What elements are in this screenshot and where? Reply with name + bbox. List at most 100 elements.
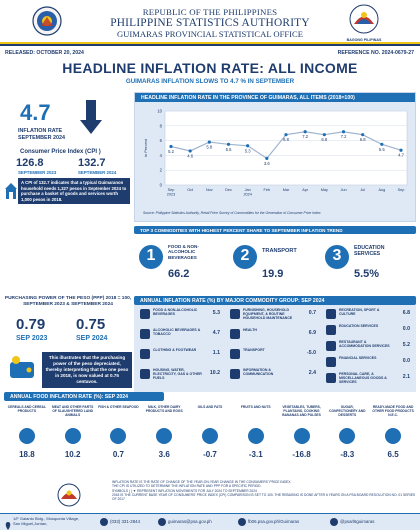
data-label: 5.5 bbox=[379, 147, 385, 152]
header-line-3: GUIMARAS PROVINCIAL STATISTICAL OFFICE bbox=[116, 29, 304, 39]
x-tick-label: Oct bbox=[187, 188, 194, 192]
commodity-label: FURNISHING, HOUSEHOLD EQUIPMENT, & ROUTI… bbox=[243, 308, 293, 321]
food-item: OILS AND FATS -0.7 bbox=[187, 405, 233, 478]
food-item-value: -0.7 bbox=[203, 450, 217, 459]
x-tick-label: Apr bbox=[302, 188, 309, 192]
commodity-icon bbox=[230, 369, 240, 379]
top3-title: TOP 3 COMMODITIES WITH HIGHEST PERCENT S… bbox=[134, 226, 416, 235]
commodity-icon bbox=[140, 349, 150, 359]
commodity-icon bbox=[326, 309, 336, 319]
footer-twitter[interactable]: @psarl6guimaras bbox=[340, 519, 375, 524]
commodity-icon bbox=[326, 357, 336, 367]
data-point bbox=[265, 156, 269, 160]
food-item-label: MEAT AND OTHER PARTS OF SLAUGHTERED LAND… bbox=[51, 405, 94, 417]
wallet-icon bbox=[8, 354, 38, 384]
commodity-value: -5.0 bbox=[307, 350, 316, 356]
y-tick-label: 6 bbox=[160, 138, 163, 143]
note-2: THE CPI IS UTILIZED TO DETERMINE THE INF… bbox=[112, 484, 262, 489]
page-subtitle: GUIMARAS INFLATION SLOWS TO 4.7 % IN SEP… bbox=[125, 78, 295, 85]
commodity-label: PERSONAL CARE, & MISCELLANEOUS GOODS & S… bbox=[339, 372, 387, 385]
rank-3-number: 3 bbox=[332, 247, 342, 264]
x-tick-label: Sep bbox=[168, 188, 175, 192]
rank-3-value: 5.5% bbox=[354, 268, 380, 280]
food-item: VEGETABLES, TUBERS, PLANTAINS, COOKING B… bbox=[279, 405, 325, 478]
header-line-1: REPUBLIC OF THE PHILIPPINES bbox=[142, 7, 278, 17]
cpi-title: Consumer Price Index (CPI ) bbox=[20, 149, 101, 155]
data-label: 7.2 bbox=[341, 134, 347, 139]
commodity-label: RESTAURANT & ACCOMMODATION SERVICES bbox=[339, 340, 390, 349]
commodity-value: 6.8 bbox=[402, 310, 410, 316]
commodity-icon bbox=[326, 341, 336, 351]
food-item: SUGAR, CONFECTIONERY AND DESSERTS -8.3 bbox=[324, 405, 370, 478]
commodity-label: ALCOHOLIC BEVERAGES & TOBACCO bbox=[153, 328, 201, 337]
data-label: 5.2 bbox=[168, 149, 174, 154]
food-item-label: MILK, OTHER DAIRY PRODUCTS AND EGGS bbox=[145, 405, 183, 413]
food-item-icon bbox=[201, 428, 218, 444]
commodity-label: HOUSING, WATER, ELECTRICITY, GAS & OTHER… bbox=[153, 368, 202, 381]
food-panel: ANNUAL FOOD INFLATION RATE (%): SEP 2024… bbox=[4, 392, 416, 480]
food-item-label: SUGAR, CONFECTIONERY AND DESSERTS bbox=[329, 405, 366, 417]
commodity-row: INFORMATION & COMMUNICATION 2.4 bbox=[230, 368, 320, 386]
right-logo-text: BAGONG PILIPINAS bbox=[346, 38, 382, 42]
food-item-icon bbox=[18, 428, 35, 444]
footer-facebook[interactable]: fb06.psa.gov.ph/Guimaras bbox=[248, 519, 300, 524]
trend-source: Source: Philippine Statistics Authority,… bbox=[143, 211, 321, 215]
commodity-label: INFORMATION & COMMUNICATION bbox=[243, 368, 274, 377]
reference-number: REFERENCE NO. 2024-0679-27 bbox=[337, 50, 414, 56]
top3-panel: TOP 3 COMMODITIES WITH HIGHEST PERCENT S… bbox=[134, 226, 416, 288]
x-tick-label: Mar bbox=[283, 188, 290, 192]
commodity-row: CLOTHING & FOOTWEAR 1.1 bbox=[140, 348, 224, 366]
food-item-icon bbox=[385, 428, 402, 444]
commodity-row: FURNISHING, HOUSEHOLD EQUIPMENT, & ROUTI… bbox=[230, 308, 320, 326]
note-4: 2018 IS THE CURRENT BASE YEAR OF CONSUME… bbox=[112, 492, 416, 502]
commodity-row: RESTAURANT & ACCOMMODATION SERVICES 5.2 bbox=[326, 340, 414, 354]
commodity-value: 1.1 bbox=[212, 350, 220, 356]
y-tick-label: 8 bbox=[160, 123, 163, 128]
food-item-icon bbox=[339, 428, 356, 444]
food-item: FISH & OTHER SEAFOOD 0.7 bbox=[96, 405, 142, 478]
data-point bbox=[226, 142, 231, 146]
commodity-icon bbox=[230, 329, 240, 339]
food-item: MILK, OTHER DAIRY PRODUCTS AND EGGS 3.6 bbox=[141, 405, 187, 478]
phone-icon bbox=[100, 518, 108, 526]
commodity-label: TRANSPORT bbox=[243, 348, 265, 352]
commodity-icon bbox=[230, 349, 240, 359]
commodity-label: CLOTHING & FOOTWEAR bbox=[153, 348, 197, 352]
food-item-value: -3.1 bbox=[248, 450, 263, 459]
right-logo: BAGONG PILIPINAS bbox=[344, 4, 384, 44]
food-item-icon bbox=[64, 428, 81, 444]
rank-1-number: 1 bbox=[146, 247, 156, 264]
trend-chart-panel: HEADLINE INFLATION RATE IN THE PROVINCE … bbox=[134, 92, 416, 222]
commodity-value: 10.2 bbox=[209, 370, 220, 376]
commodity-row: HEALTH 6.9 bbox=[230, 328, 320, 346]
food-item: CEREALS AND CEREAL PRODUCTS 18.8 bbox=[4, 405, 50, 478]
commodity-value: 0.0 bbox=[402, 326, 410, 332]
footer-bar: 1/F Galanto Bldg., Mosqueda Village, San… bbox=[0, 513, 420, 530]
commodity-row: RECREATION, SPORT & CULTURE 6.8 bbox=[326, 308, 414, 322]
footer-email[interactable]: guimaras@psa.gov.ph bbox=[168, 519, 212, 524]
note-3: SYMBOLS ( ) ▼ REPRESENT INFLATION MOVEME… bbox=[112, 488, 257, 493]
food-item-label: OILS AND FATS bbox=[197, 405, 223, 409]
data-point bbox=[188, 149, 192, 153]
food-item-icon bbox=[247, 428, 264, 444]
food-item-value: 18.8 bbox=[19, 450, 35, 459]
top3-item-3: 3 EDUCATION SERVICES 5.5% bbox=[324, 240, 414, 286]
commodity-value: 5.2 bbox=[402, 342, 410, 348]
food-item: FRUITS AND NUTS -3.1 bbox=[233, 405, 279, 478]
commodity-value: 0.7 bbox=[308, 310, 316, 316]
inflation-rate-period: SEPTEMBER 2024 bbox=[18, 135, 66, 141]
data-label: 5.5 bbox=[226, 147, 232, 152]
commodity-icon bbox=[326, 325, 336, 335]
footer-phone[interactable]: (033) 331-2844 bbox=[110, 519, 141, 524]
commodity-row: ALCOHOLIC BEVERAGES & TOBACCO 4.7 bbox=[140, 328, 224, 346]
inflation-rate-panel: 4.7 INFLATION RATE SEPTEMBER 2024 Consum… bbox=[4, 92, 132, 228]
plot-area bbox=[164, 110, 408, 186]
commodity-label: HEALTH bbox=[243, 328, 257, 332]
commodity-value: 2.4 bbox=[308, 370, 316, 376]
food-title: ANNUAL FOOD INFLATION RATE (%): SEP 2024 bbox=[4, 392, 164, 402]
commodity-icon bbox=[140, 369, 150, 379]
food-item-value: 6.5 bbox=[387, 450, 399, 459]
rank-2-number: 2 bbox=[240, 247, 250, 264]
y-axis-label: in Percent bbox=[143, 138, 148, 157]
x-tick-year: 2024 bbox=[243, 193, 251, 197]
